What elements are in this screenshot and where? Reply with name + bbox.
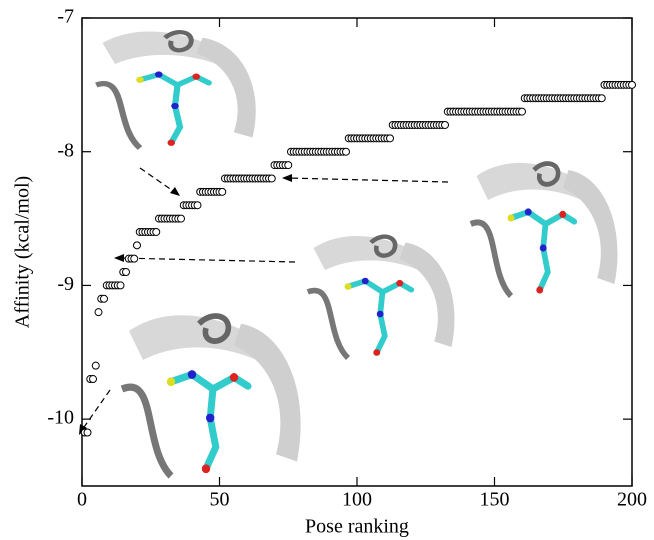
data-point: [193, 201, 202, 210]
data-point: [342, 147, 350, 156]
data-point: [91, 361, 100, 370]
data-point: [386, 134, 394, 143]
y-tick-label: -8: [57, 139, 74, 161]
inset-image: [471, 163, 618, 296]
data-point: [628, 80, 636, 89]
data-point: [284, 161, 293, 170]
x-axis-label: Pose ranking: [305, 516, 409, 538]
data-point: [130, 254, 139, 263]
y-tick-label: -10: [47, 407, 74, 429]
x-tick-label: 100: [342, 489, 372, 511]
inset-image: [308, 236, 455, 358]
x-tick-label: 200: [617, 489, 647, 511]
data-point: [177, 214, 185, 223]
arrowheads: [79, 174, 292, 435]
data-point: [518, 107, 526, 116]
y-axis-label: Affinity (kcal/mol): [12, 176, 34, 328]
data-point: [122, 268, 130, 277]
data-point: [89, 375, 97, 384]
inset-image: [96, 32, 256, 148]
data-point: [597, 94, 606, 103]
data-point: [133, 241, 141, 250]
arrows: [81, 167, 449, 431]
x-tick-label: 50: [210, 489, 230, 511]
data-point: [83, 428, 92, 437]
data-point: [267, 174, 276, 183]
data-point: [100, 294, 108, 303]
data-point: [152, 227, 161, 236]
x-tick-label: 0: [77, 489, 87, 511]
inset-image: [122, 315, 301, 476]
data-point: [218, 187, 227, 196]
y-tick-label: -9: [57, 273, 74, 295]
data-point: [116, 281, 125, 290]
x-tick-label: 150: [480, 489, 510, 511]
data-point: [94, 308, 103, 317]
data-point: [441, 120, 449, 129]
y-tick-label: -7: [57, 6, 74, 28]
